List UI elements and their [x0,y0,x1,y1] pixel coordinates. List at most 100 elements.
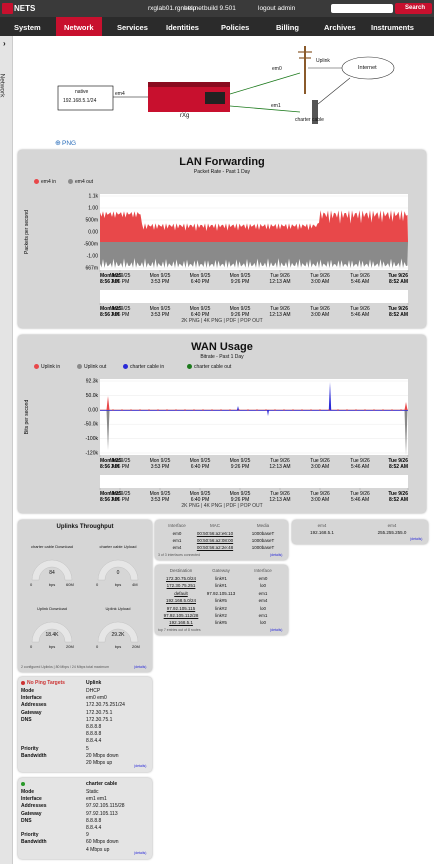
chart-subtitle: Packet Rate - Past 1 Day [193,169,251,175]
table-cell: em1 [258,613,268,618]
table-cell[interactable]: 97.92.105.112/28 [163,613,199,618]
nav-item[interactable]: Services [117,23,148,32]
x-tick-day: Tue 9/26 [270,491,290,497]
uplink-name: Uplink [86,680,102,686]
x-tick-time: 1:06 PM [111,464,130,470]
row-value: 8.8.8.8 [86,731,102,738]
table-cell: 1000baseT [251,545,275,550]
legend-swatch [187,364,192,369]
x-tick-day: Mon 9/25 [190,306,211,312]
table-cell[interactable]: 172.30.75.0/24 [165,576,197,581]
row-value: em0 em0 [86,695,107,702]
details-link[interactable]: (details) [270,628,283,632]
chart-footer[interactable]: 2K PNG | 4K PNG | PDF | POP OUT [181,318,263,324]
row-value: 5 [86,745,89,752]
native-label: native [75,89,89,95]
table-cell: 97.92.105.113 [206,590,236,596]
link-line [229,105,301,113]
x-tick-day: Mon 9/25 [110,458,131,464]
gauge-min: 0 [96,644,99,649]
x-tick-day: Tue 9/26 [270,273,290,279]
row-label: Gateway [21,810,42,817]
gauge-arc [31,559,73,581]
table-cell: em0 [172,531,182,536]
table-cell[interactable]: 97.92.105.115 [166,605,196,611]
nav-item[interactable]: Instruments [371,23,414,32]
details-link[interactable]: (details) [134,764,147,768]
x-tick-day: Mon 9/25 [190,273,211,279]
table-cell: link#5 [215,620,227,626]
cable-pole [312,100,318,124]
png-link[interactable]: PNG [62,140,77,147]
logo-mark [2,3,13,14]
legend-label: Uplink in [41,364,61,370]
chart-plot: 92.3k 50.0k 0.00 -50.0k -100k -120k Bits per s… [24,379,408,504]
series-area [100,210,408,242]
legend-swatch [123,364,128,369]
header-link[interactable]: build 9.501 [204,5,236,12]
x-tick-day: Tue 9/26 [270,306,290,312]
row-value: 9 [86,832,89,839]
legend-label: em4 out [75,179,94,185]
routes-panel: Destination Gateway Interface 172.30.75.0/2… [155,565,288,635]
x-tick-day: Mon 9/25 [230,306,251,312]
link-line [229,72,301,95]
table-cell[interactable]: 192.168.5.1 [169,620,193,626]
details-link[interactable]: (details) [410,537,423,541]
table-cell[interactable]: default [174,590,188,596]
table-cell[interactable]: 00:50:56:a2:08:00 [196,538,234,543]
y-tick-label: 1.00 [88,206,98,212]
x-tick-time: 8:52 AM [389,312,408,318]
header-link[interactable]: help [184,5,197,12]
search-button[interactable] [395,3,432,14]
search-label[interactable]: Search [405,5,426,11]
column-header: MAC [210,523,220,528]
x-tick-time: 5:46 AM [351,497,369,503]
x-tick-day: Tue 9/26 [310,458,330,464]
gauge-label: Uplink Download [36,606,67,611]
x-tick-day: Tue 9/26 [388,306,408,312]
row-value: 172.30.75.251/24 [86,702,125,709]
native-box [57,85,114,111]
table-footer: top 7 entries out of 8 routes [158,628,201,632]
legend-label: charter cable out [194,364,232,370]
search-input[interactable] [331,4,393,13]
overview-bg [100,475,408,488]
column-header: em4 [387,523,397,528]
series-spike [328,382,332,410]
header-link[interactable]: logout admin [258,5,296,12]
x-tick-time: 3:00 AM [311,279,329,285]
x-tick-time: 8:56 AM [100,497,119,503]
table-cell[interactable]: 00:50:56:a2:2e:48 [196,545,234,550]
nav-item[interactable]: System [14,23,41,32]
gauge-value: 18.4K [45,632,59,638]
nav-item[interactable]: Archives [324,23,356,32]
x-tick-time: 5:46 AM [351,312,369,318]
nav-item[interactable]: Policies [221,23,250,32]
gauge-min: 0 [96,582,99,587]
nav-item[interactable]: Identities [166,23,199,32]
table-cell[interactable]: 00:50:56:a2:e6:10 [196,531,234,536]
x-tick-time: 1:06 PM [111,312,130,318]
details-link[interactable]: (details) [134,665,147,669]
chart-footer[interactable]: 2K PNG | 4K PNG | PDF | POP OUT [181,503,263,509]
nav-item[interactable]: Billing [276,23,299,32]
table-cell[interactable]: 172.30.75.251 [166,583,196,589]
router-ports [205,92,225,104]
table-cell[interactable]: 192.168.5.0/24 [165,598,197,604]
uplink-panel: charter cable Mode Static Interface em1 em1 A… [18,778,152,859]
plot-bg [100,379,408,455]
sidebar [0,36,13,864]
x-tick-time: 8:52 AM [389,464,408,470]
legend-label: Uplink out [84,364,107,370]
status-text: No Ping Targets [27,680,65,686]
row-label: Gateway [21,709,42,716]
x-tick-day: Tue 9/26 [310,273,330,279]
wan-panel: WAN Usage Bitrate - Past 1 Day Uplink in Up… [18,335,426,513]
nav-item[interactable]: Network [64,23,94,32]
gauge [31,559,73,581]
details-link[interactable]: (details) [134,851,147,855]
status-icon [21,681,25,685]
x-tick-day: Mon 9/25 [230,273,251,279]
details-link[interactable]: (details) [270,553,283,557]
